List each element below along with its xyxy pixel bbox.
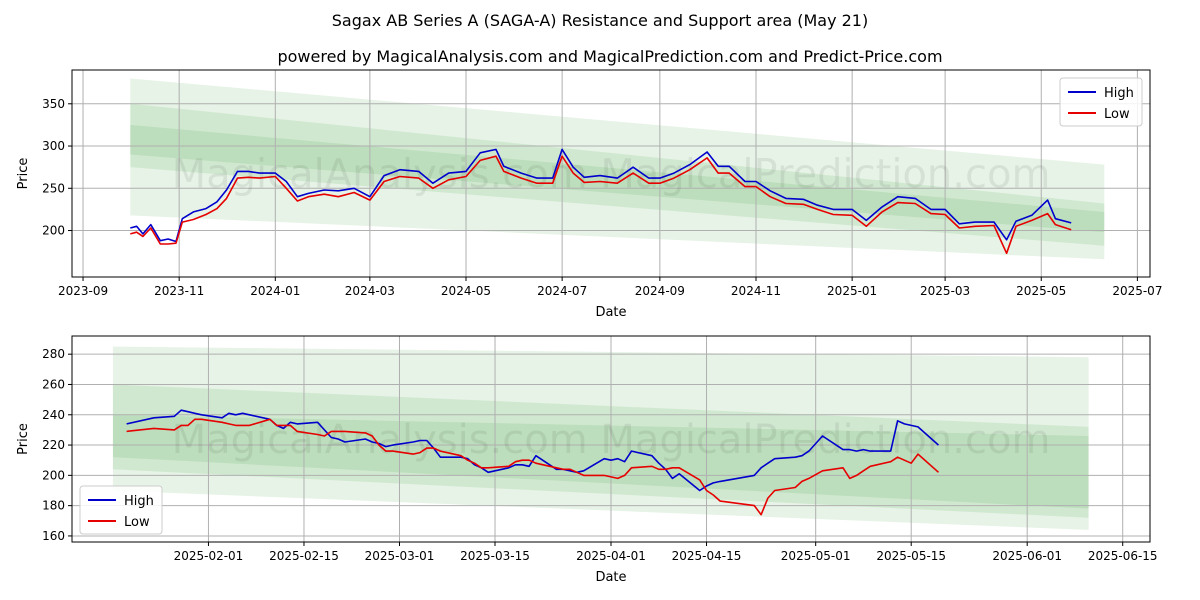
x-tick-label: 2025-02-15 (269, 549, 339, 563)
legend-label-high: High (1104, 86, 1134, 101)
x-tick-label: 2025-06-01 (992, 549, 1062, 563)
y-tick-label: 180 (42, 499, 65, 513)
top-panel: 2023-09 2023-11 2024-01 2024-03 2024-05 2024-… (16, 69, 1162, 320)
y-tick-label: 200 (42, 224, 65, 238)
chart-subtitle: powered by MagicalAnalysis.com and Magic… (277, 47, 942, 66)
x-tick-label: 2023-11 (154, 284, 204, 298)
y-tick-label: 260 (42, 377, 65, 391)
y-tick-label: 240 (42, 408, 65, 422)
support-resistance-band (130, 103, 1105, 246)
y-tick-label: 300 (42, 139, 65, 153)
x-tick-label: 2025-02-01 (174, 549, 244, 563)
plot-frame (71, 69, 1151, 278)
x-tick-label: 2024-01 (250, 284, 300, 298)
y-axis-label: Price (16, 158, 31, 190)
support-resistance-band (112, 346, 1089, 530)
x-tick-label: 2023-09 (58, 284, 108, 298)
legend-label-low: Low (1104, 107, 1130, 122)
legend: High Low (79, 485, 163, 535)
legend-label-low: Low (124, 515, 150, 530)
x-tick-label: 2025-03-01 (365, 549, 435, 563)
x-axis-label: Date (595, 305, 626, 320)
support-resistance-band (112, 384, 1089, 518)
support-resistance-band (112, 414, 1089, 509)
x-axis-label: Date (595, 570, 626, 585)
x-tick-label: 2025-01 (827, 284, 877, 298)
low-series-line (126, 418, 940, 516)
x-tick-label: 2025-03-15 (460, 549, 530, 563)
band-group (112, 346, 1089, 530)
y-tick-label: 200 (42, 468, 65, 482)
x-tick-label: 2024-11 (731, 284, 781, 298)
watermark-text: MagicalAnalysis.com MagicalPrediction.co… (172, 417, 1051, 463)
series-group (130, 148, 1072, 255)
y-tick-label: 220 (42, 438, 65, 452)
y-tick-label: 250 (42, 181, 65, 195)
series-group (126, 409, 940, 516)
x-tick-label: 2025-07 (1112, 284, 1162, 298)
x-tick-label: 2024-05 (441, 284, 491, 298)
y-tick-label: 350 (42, 97, 65, 111)
legend: High Low (1059, 77, 1143, 127)
legend-label-high: High (124, 494, 154, 509)
y-tick-label: 160 (42, 529, 65, 543)
x-tick-label: 2025-04-15 (672, 549, 742, 563)
x-tick-label: 2024-09 (635, 284, 685, 298)
chart-title: Sagax AB Series A (SAGA-A) Resistance an… (332, 11, 868, 30)
bottom-panel: 2025-02-01 2025-02-15 2025-03-01 2025-03-15… (16, 335, 1158, 585)
plot-frame (71, 335, 1151, 543)
x-tick-label: 2025-05-01 (781, 549, 851, 563)
x-tick-label: 2025-03 (920, 284, 970, 298)
grid: 2025-02-01 2025-02-15 2025-03-01 2025-03-15… (42, 336, 1158, 563)
x-tick-label: 2025-05 (1016, 284, 1066, 298)
support-resistance-band (130, 78, 1105, 260)
x-tick-label: 2025-06-15 (1088, 549, 1158, 563)
watermark-text: MagicalAnalysis.com MagicalPrediction.co… (172, 152, 1051, 198)
y-axis-label: Price (16, 423, 31, 455)
x-tick-label: 2024-03 (345, 284, 395, 298)
low-series-line (130, 155, 1072, 255)
x-tick-label: 2025-04-01 (576, 549, 646, 563)
y-tick-label: 280 (42, 347, 65, 361)
high-series-line (130, 148, 1072, 243)
x-tick-label: 2025-05-15 (876, 549, 946, 563)
x-tick-label: 2024-07 (537, 284, 587, 298)
